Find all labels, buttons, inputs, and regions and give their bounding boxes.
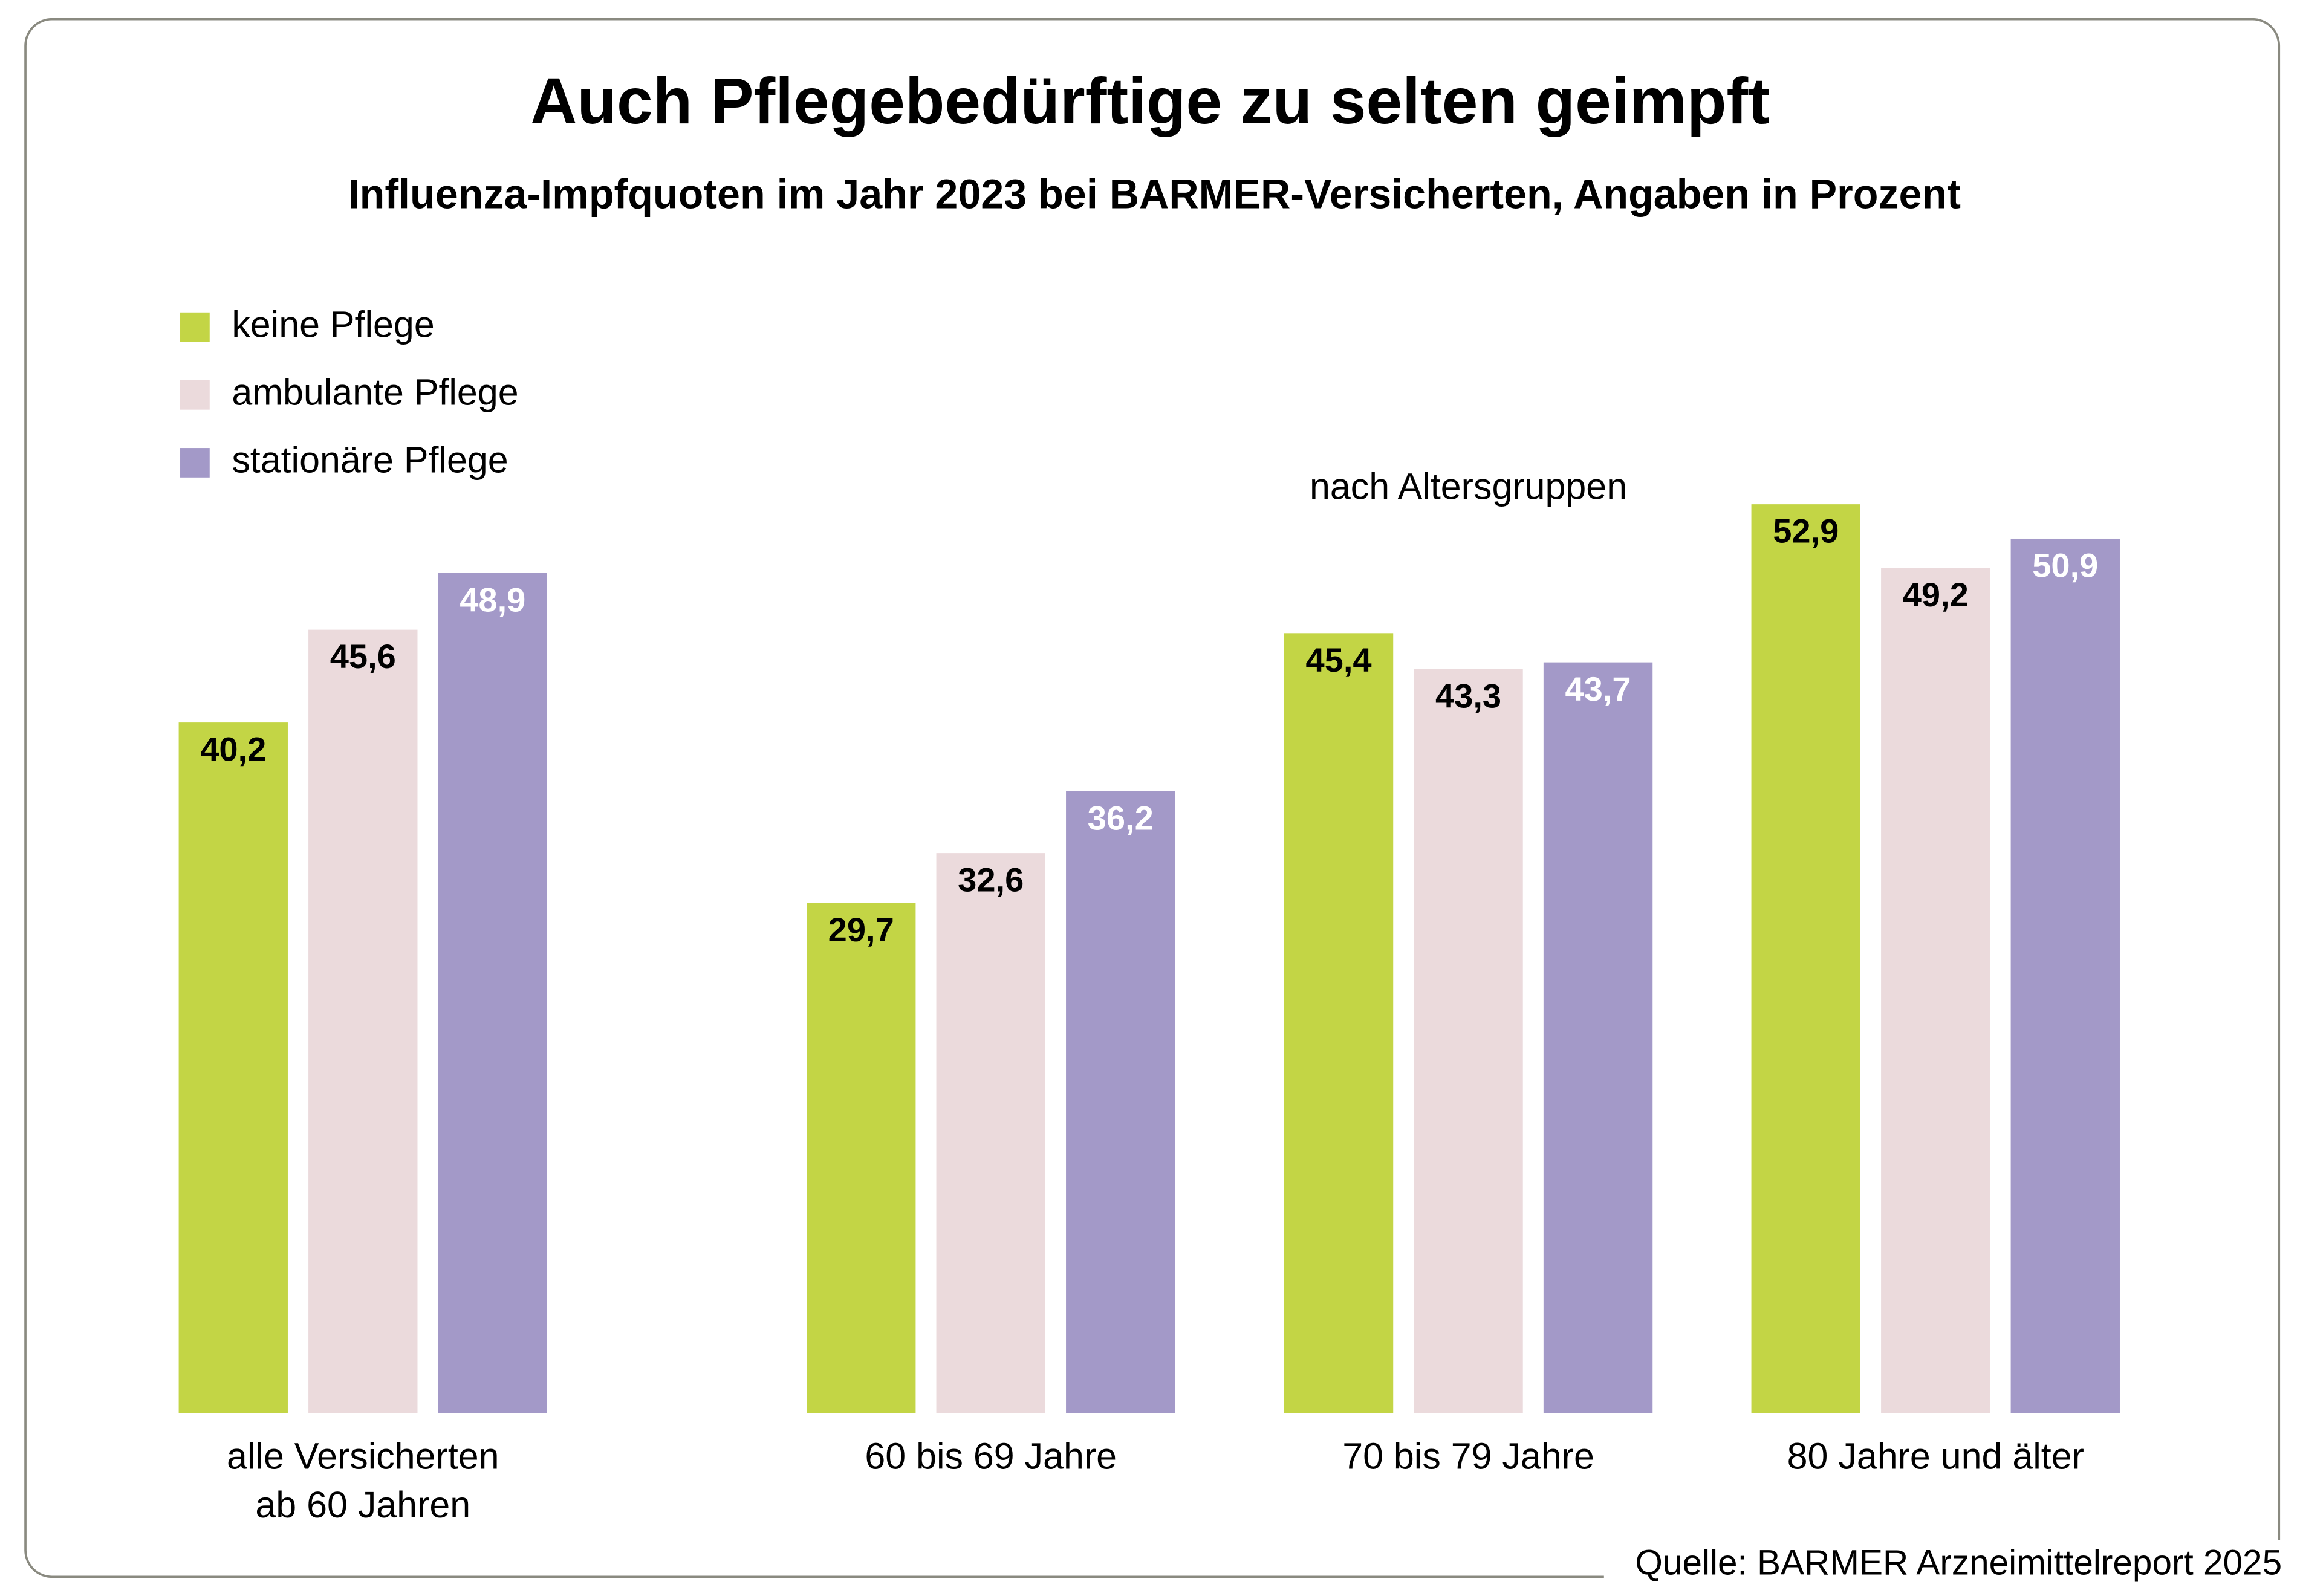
chart-subtitle: Influenza-Impfquoten im Jahr 2023 bei BA… [348, 172, 1961, 218]
value-label: 48,9 [460, 580, 525, 618]
x-tick-label: 80 Jahre und älter [1787, 1435, 2084, 1476]
x-tick-label: 70 bis 79 Jahre [1342, 1435, 1594, 1476]
bar [308, 629, 418, 1413]
x-tick-label: 60 bis 69 Jahre [865, 1435, 1117, 1476]
value-label: 29,7 [828, 910, 894, 949]
x-tick-label: ab 60 Jahren [255, 1484, 470, 1525]
annotation: nach Altersgruppen [1310, 465, 1627, 507]
value-label: 45,4 [1305, 641, 1371, 679]
legend-label: ambulante Pflege [232, 371, 518, 412]
value-label: 36,2 [1088, 799, 1154, 837]
bar [2010, 538, 2120, 1413]
source: Quelle: BARMER Arzneimittelreport 2025 [1635, 1543, 2282, 1582]
value-label: 52,9 [1773, 512, 1839, 550]
value-label: 43,3 [1435, 677, 1501, 715]
legend-label: stationäre Pflege [232, 440, 508, 481]
bar [936, 853, 1045, 1413]
value-label: 32,6 [958, 861, 1024, 899]
source-backdrop [1603, 1540, 2297, 1594]
bar [178, 722, 288, 1413]
value-label: 49,2 [1903, 576, 1969, 614]
bar [1881, 568, 1990, 1413]
bar [807, 903, 916, 1413]
value-label: 50,9 [2032, 547, 2098, 585]
bar [438, 573, 547, 1413]
value-label: 40,2 [200, 730, 266, 768]
chart-title: Auch Pflegebedürftige zu selten geimpft [530, 65, 1770, 137]
legend-swatch [180, 380, 210, 410]
legend-swatch [180, 312, 210, 342]
bar [1284, 633, 1394, 1413]
legend-swatch [180, 448, 210, 478]
bar [1751, 504, 1860, 1413]
x-tick-label: alle Versicherten [227, 1435, 499, 1476]
bar [1066, 791, 1175, 1413]
legend-label: keine Pflege [232, 303, 434, 345]
value-label: 45,6 [330, 637, 396, 675]
bar [1543, 662, 1653, 1413]
bar [1414, 669, 1523, 1413]
value-label: 43,7 [1565, 670, 1631, 708]
